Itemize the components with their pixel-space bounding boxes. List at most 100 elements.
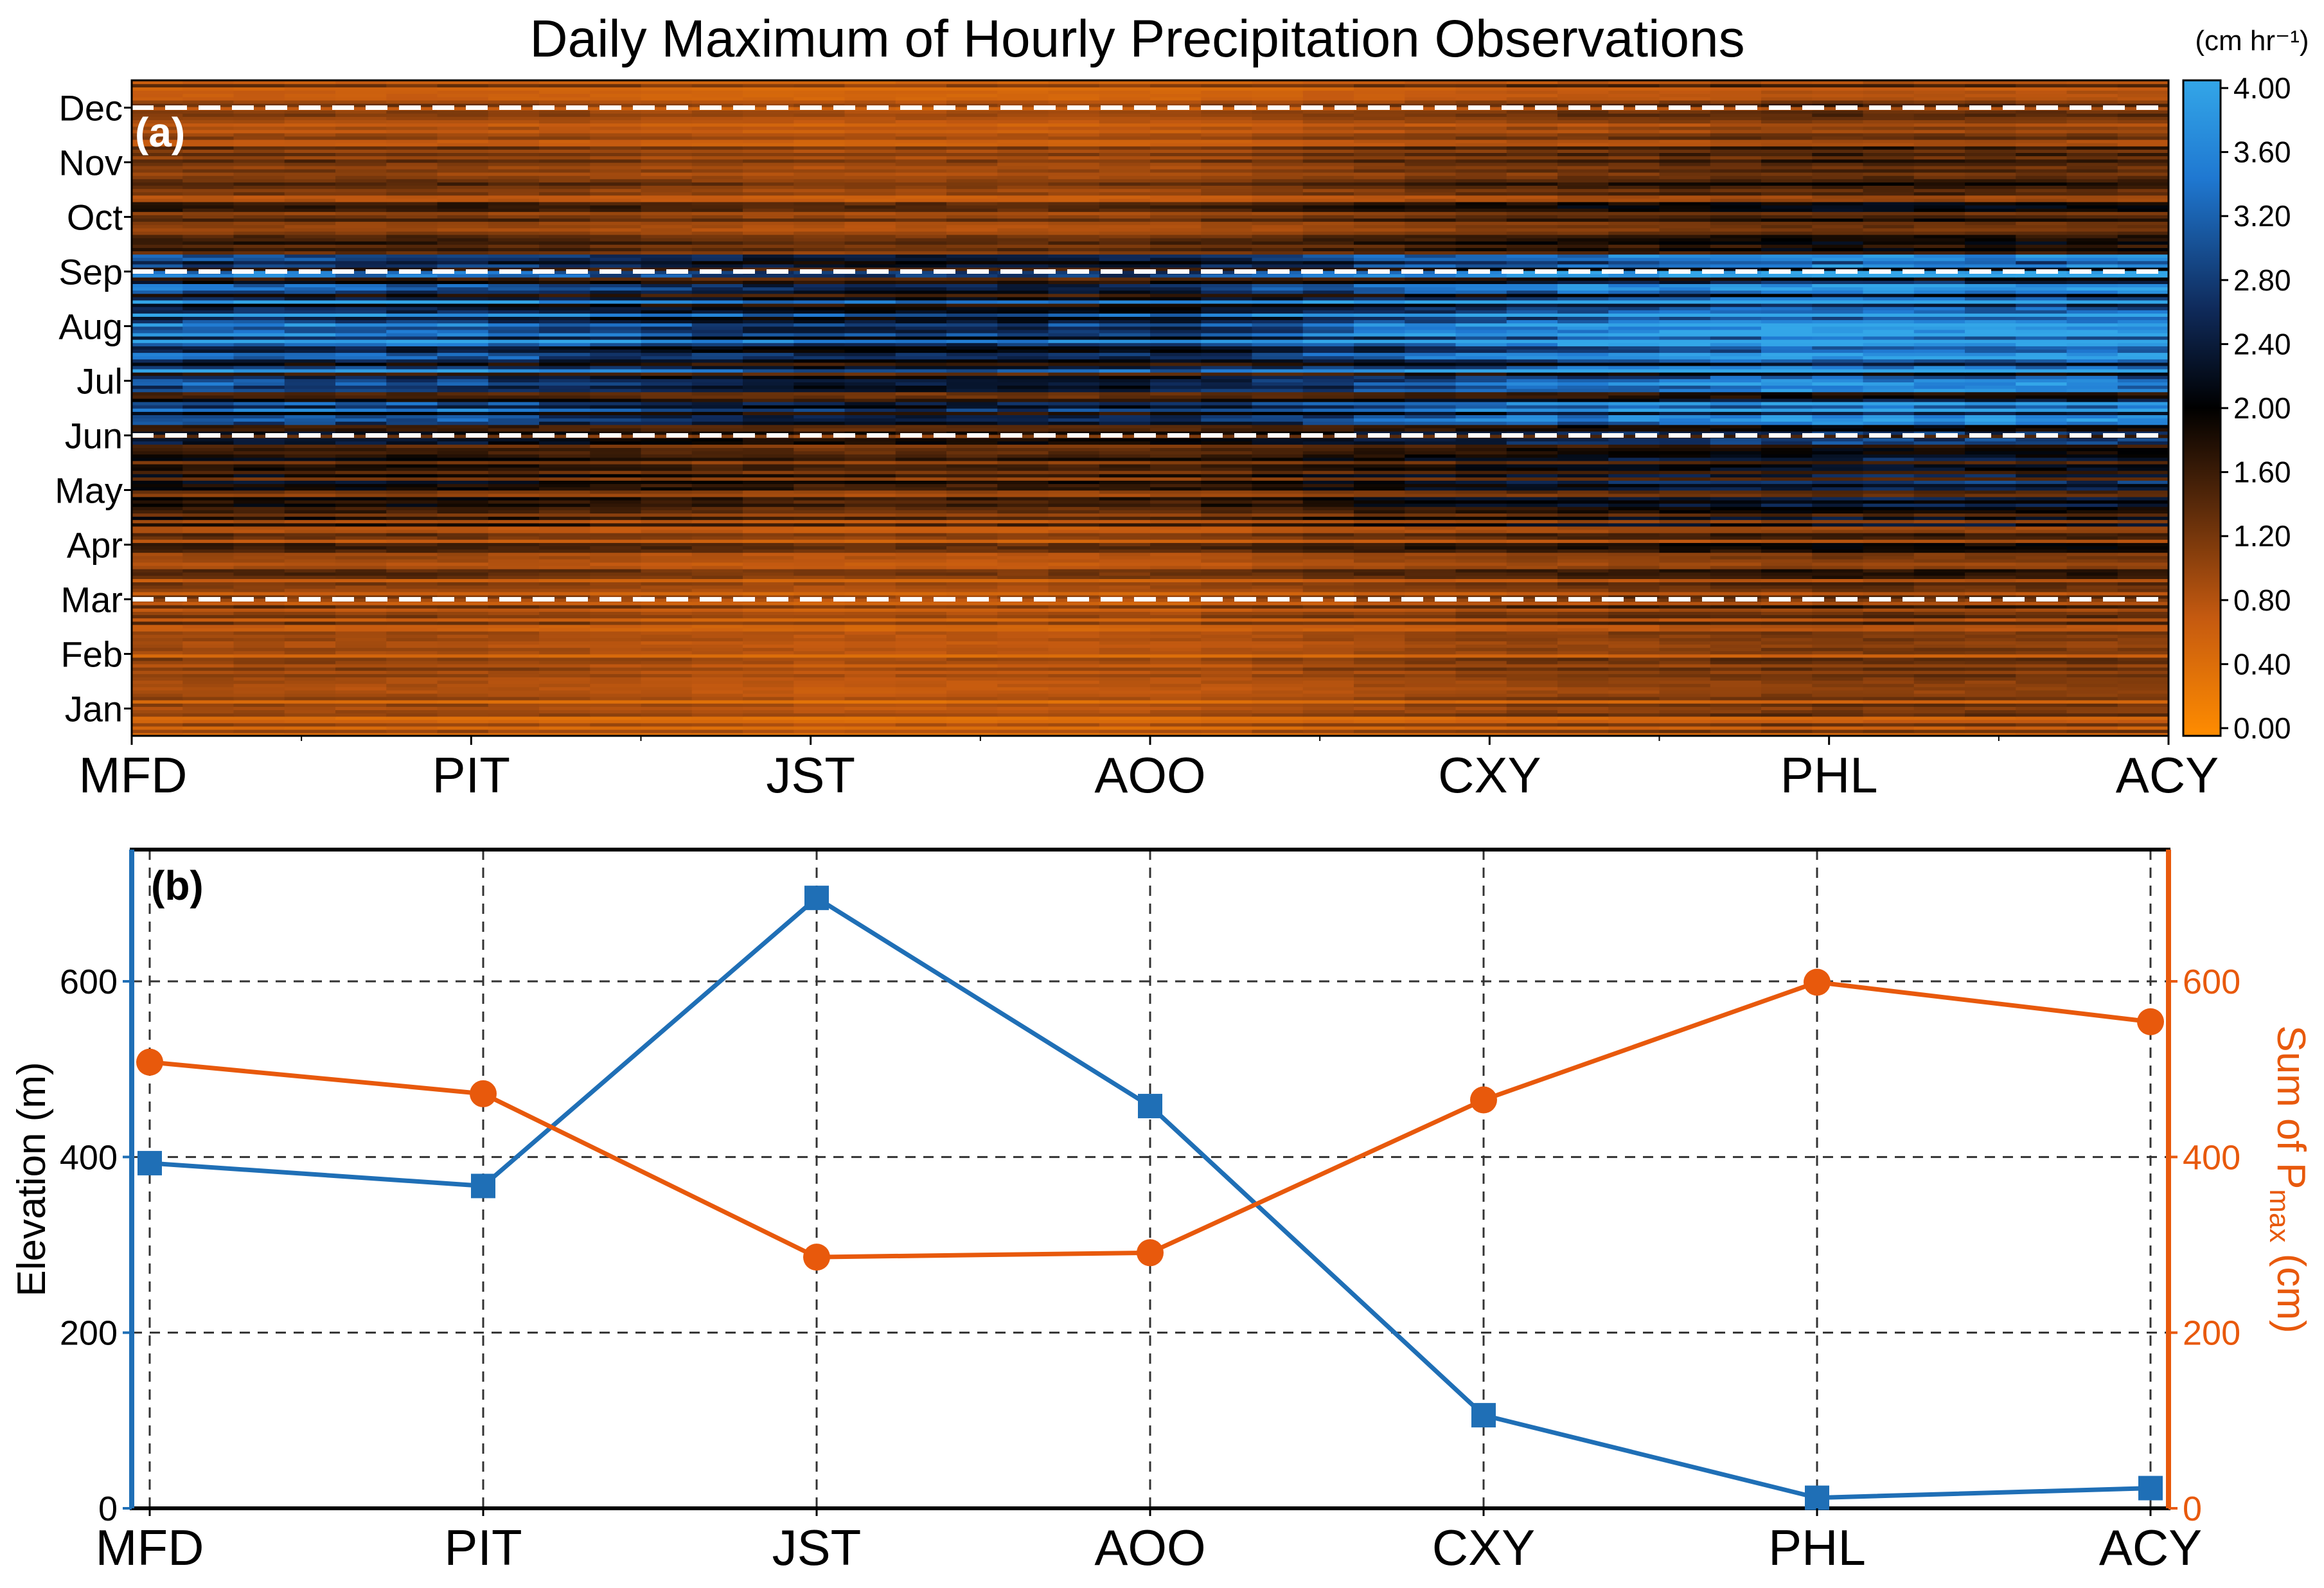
heatmap-cell — [1252, 666, 1304, 671]
heatmap-cell — [1099, 480, 1151, 485]
heatmap-cell — [539, 519, 591, 524]
heatmap-cell — [386, 379, 438, 382]
heatmap-cell — [590, 382, 642, 386]
heatmap-cell — [2117, 474, 2169, 477]
heatmap-cell — [335, 601, 387, 605]
heatmap-cell — [1302, 447, 1354, 452]
heatmap-cell — [2066, 437, 2118, 442]
heatmap-cell — [794, 467, 846, 471]
heatmap-cell — [1761, 680, 1813, 684]
heatmap-cell — [488, 670, 540, 674]
heatmap-cell — [997, 578, 1049, 583]
heatmap-cell — [386, 686, 438, 691]
heatmap-cell — [1608, 663, 1660, 668]
heatmap-cell — [1913, 375, 1965, 379]
heatmap-cell — [1405, 431, 1457, 435]
heatmap-cell — [1863, 437, 1915, 442]
heatmap-cell — [335, 699, 387, 704]
heatmap-cell — [997, 683, 1049, 688]
heatmap-cell — [1099, 382, 1151, 386]
heatmap-cell — [844, 401, 896, 406]
heatmap-cell — [590, 546, 642, 550]
heatmap-cell — [1302, 460, 1354, 465]
heatmap-cell — [1710, 641, 1762, 645]
heatmap-cell — [1099, 644, 1151, 648]
heatmap-cell — [2016, 352, 2068, 357]
heatmap-cell — [539, 411, 591, 415]
heatmap-cell — [335, 575, 387, 579]
heatmap-cell — [1965, 349, 2017, 353]
heatmap-cell — [997, 454, 1049, 458]
heatmap-cell — [539, 693, 591, 697]
heatmap-cell — [2117, 726, 2169, 730]
heatmap-cell — [1354, 532, 1406, 537]
heatmap-cell — [1455, 611, 1507, 616]
heatmap-cell — [1354, 424, 1406, 429]
heatmap-cell — [132, 434, 184, 438]
heatmap-cell — [1099, 510, 1151, 513]
heatmap-cell — [1302, 391, 1354, 396]
heatmap-cell — [1965, 641, 2017, 645]
heatmap-cell — [335, 555, 387, 560]
heatmap-cell — [1812, 644, 1864, 648]
heatmap-cell — [1252, 499, 1304, 504]
heatmap-cell — [437, 598, 489, 602]
heatmap-cell — [1761, 441, 1813, 445]
heatmap-cell — [1099, 418, 1151, 422]
heatmap-cell — [335, 382, 387, 386]
heatmap-cell — [284, 444, 336, 448]
heatmap-cell — [437, 535, 489, 540]
heatmap-cell — [844, 558, 896, 563]
heatmap-cell — [284, 355, 336, 360]
heatmap-cell — [1761, 546, 1813, 550]
heatmap-cell — [488, 513, 540, 517]
heatmap-cell — [488, 457, 540, 461]
heatmap-cell — [895, 529, 947, 533]
heatmap-cell — [1913, 526, 1965, 530]
heatmap-cell — [233, 486, 285, 491]
heatmap-cell — [1506, 385, 1558, 389]
heatmap-cell — [1455, 657, 1507, 661]
heatmap-cell — [1405, 716, 1457, 720]
heatmap-cell — [1455, 441, 1507, 445]
heatmap-cell — [2016, 513, 2068, 517]
heatmap-cell — [1048, 477, 1100, 481]
heatmap-cell — [1354, 683, 1406, 688]
heatmap-cell — [1913, 457, 1965, 461]
heatmap-cell — [691, 470, 743, 474]
heatmap-cell — [2066, 686, 2118, 691]
heatmap-cell — [1354, 542, 1406, 546]
heatmap-cell — [437, 650, 489, 655]
heatmap-cell — [1150, 703, 1202, 707]
heatmap-cell — [794, 395, 846, 399]
heatmap-cell — [233, 441, 285, 445]
heatmap-cell — [2117, 477, 2169, 481]
heatmap-cell — [1557, 630, 1610, 635]
heatmap-cell — [539, 365, 591, 370]
heatmap-cell — [1506, 568, 1558, 573]
heatmap-cell — [2016, 431, 2068, 435]
heatmap-cell — [1710, 644, 1762, 648]
heatmap-cell — [794, 332, 846, 337]
heatmap-cell — [1099, 699, 1151, 704]
heatmap-cell — [1913, 519, 1965, 524]
heatmap-cell — [1302, 483, 1354, 488]
heatmap-cell — [1201, 404, 1253, 409]
heatmap-cell — [946, 719, 998, 724]
heatmap-cell — [1405, 415, 1457, 419]
heatmap-cell — [844, 585, 896, 589]
heatmap-cell — [1608, 349, 1660, 353]
heatmap-cell — [132, 460, 184, 465]
heatmap-cell — [386, 552, 438, 557]
heatmap-cell — [1913, 499, 1965, 504]
heatmap-cell — [691, 454, 743, 458]
heatmap-cell — [284, 699, 336, 704]
heatmap-cell — [1201, 549, 1253, 553]
heatmap-cell — [1608, 480, 1660, 485]
heatmap-cell — [1761, 657, 1813, 661]
heatmap-cell — [233, 362, 285, 366]
heatmap-cell — [1812, 375, 1864, 379]
heatmap-cell — [1405, 552, 1457, 557]
heatmap-cell — [488, 526, 540, 530]
heatmap-cell — [386, 516, 438, 521]
